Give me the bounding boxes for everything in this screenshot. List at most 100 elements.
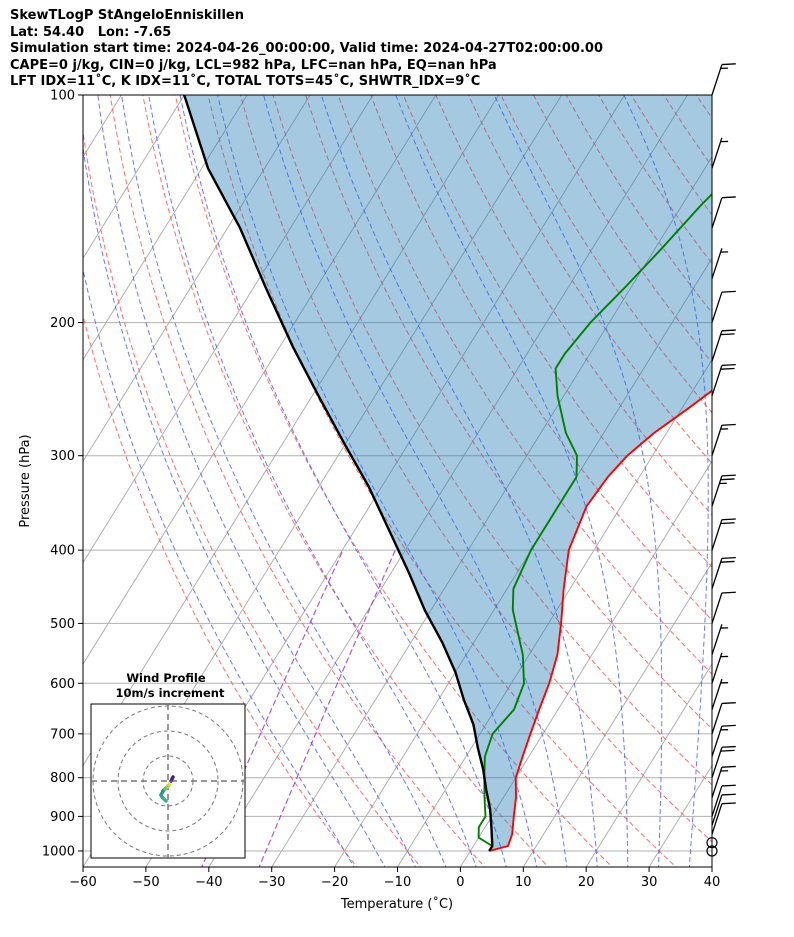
y-axis-ticks: 1000 900 800 700 600 500 400 300 200 100 <box>42 89 83 859</box>
x-tick-label: −10 <box>384 875 411 890</box>
wind-barb <box>711 624 729 655</box>
barb-full <box>720 478 735 481</box>
isotherm-line <box>83 95 437 665</box>
barb-staff <box>711 803 723 835</box>
wind-barb <box>711 591 736 624</box>
barb-half <box>720 682 729 684</box>
barb-half <box>719 482 727 485</box>
barb-full <box>721 745 736 748</box>
y-tick-label: 200 <box>50 316 75 331</box>
dry-adiabat <box>761 95 794 870</box>
barb-full <box>721 474 736 477</box>
barb-full <box>720 333 735 336</box>
barb-full <box>721 784 736 787</box>
y-tick-label: 800 <box>50 771 75 786</box>
wind-barb <box>711 802 736 835</box>
barb-staff <box>711 592 723 624</box>
dry-adiabat <box>83 313 358 867</box>
x-tick-label: −30 <box>258 875 285 890</box>
wind-barb <box>711 137 729 169</box>
cape-fill-layer <box>184 95 712 851</box>
x-axis-ticks: −60 −50 −40 −30 −20 −10 0 10 20 30 40 <box>69 867 720 890</box>
wind-barb <box>711 364 736 397</box>
barb-full <box>721 556 736 560</box>
barb-staff <box>711 624 723 655</box>
temperature-line <box>488 389 712 852</box>
x-tick-label: 40 <box>704 875 721 890</box>
y-tick-label: 600 <box>50 677 75 692</box>
wind-barb <box>711 63 736 96</box>
x-tick-label: −60 <box>69 875 96 890</box>
range-ring <box>117 730 219 832</box>
barb-full <box>721 364 736 367</box>
barb-staff <box>711 248 723 279</box>
parcel-profile-line <box>183 95 494 852</box>
barb-half <box>720 251 729 253</box>
x-axis-label: Temperature (˚C) <box>340 896 453 912</box>
chart-title: SkewTLogP StAngeloEnniskillen <box>10 8 244 23</box>
dry-adiabat <box>272 95 712 786</box>
barb-staff <box>711 519 723 551</box>
inset-layer <box>91 704 245 858</box>
y-tick-label: 300 <box>50 449 75 464</box>
barb-full <box>721 196 736 199</box>
dry-adiabat <box>207 95 677 867</box>
wind-barb <box>711 678 729 710</box>
moist-adiabat <box>97 95 417 867</box>
moist-adiabat <box>121 95 447 867</box>
inset-title: Wind Profile <box>126 671 206 685</box>
indices-line-1: CAPE=0 j/kg, CIN=0 j/kg, LCL=982 hPa, LF… <box>10 57 497 73</box>
x-tick-label: 20 <box>578 875 595 890</box>
barb-half <box>720 627 729 629</box>
y-tick-label: 400 <box>50 544 75 559</box>
wind-barb <box>711 248 729 279</box>
barb-full <box>721 63 736 66</box>
barb-full <box>721 290 736 293</box>
wind-barb <box>711 745 736 778</box>
dewpoint-line <box>477 192 712 852</box>
y-tick-label: 500 <box>50 617 75 632</box>
barb-full <box>721 802 736 805</box>
isotherm-line <box>585 663 712 867</box>
moist-adiabat <box>720 95 772 870</box>
barb-staff <box>711 558 723 590</box>
barb-full <box>721 702 736 705</box>
barb-half <box>720 67 729 70</box>
inset-subtitle: 10m/s increment <box>116 686 225 700</box>
barb-full <box>721 329 736 332</box>
hodograph-segment <box>170 775 175 781</box>
moist-adiabat <box>217 95 538 867</box>
barb-staff <box>711 678 723 710</box>
wind-barb <box>711 724 736 757</box>
isotherm-line <box>83 95 374 564</box>
barb-staff <box>711 652 723 684</box>
barb-staff <box>711 725 723 757</box>
wind-barb <box>711 474 736 507</box>
wind-barb <box>711 290 736 323</box>
isotherm-line <box>83 95 185 260</box>
wind-barb <box>711 196 736 229</box>
barb-staff <box>711 330 723 362</box>
dry-adiabat <box>305 95 712 730</box>
wind-barb <box>711 329 736 362</box>
wind-barb <box>711 784 736 817</box>
y-tick-label: 1000 <box>42 844 75 859</box>
dry-adiabat <box>109 95 486 867</box>
x-tick-label: −20 <box>321 875 348 890</box>
time-line: Simulation start time: 2024-04-26_00:00:… <box>10 41 603 56</box>
indices-line-2: LFT IDX=11˚C, K IDX=11˚C, TOTAL TOTS=45˚… <box>10 74 481 89</box>
barb-staff <box>711 475 723 507</box>
barb-half <box>720 428 729 430</box>
barb-staff <box>711 794 723 826</box>
barb-half <box>720 770 729 772</box>
barb-full <box>720 367 735 370</box>
barb-full <box>720 560 735 563</box>
barb-staff <box>711 747 723 778</box>
x-tick-label: −50 <box>132 875 159 890</box>
x-tick-label: 30 <box>641 875 658 890</box>
barb-staff <box>711 766 723 798</box>
isotherm-line <box>208 95 688 867</box>
barb-full <box>721 591 736 594</box>
wind-barb <box>711 765 736 798</box>
isotherm-line <box>83 95 311 463</box>
